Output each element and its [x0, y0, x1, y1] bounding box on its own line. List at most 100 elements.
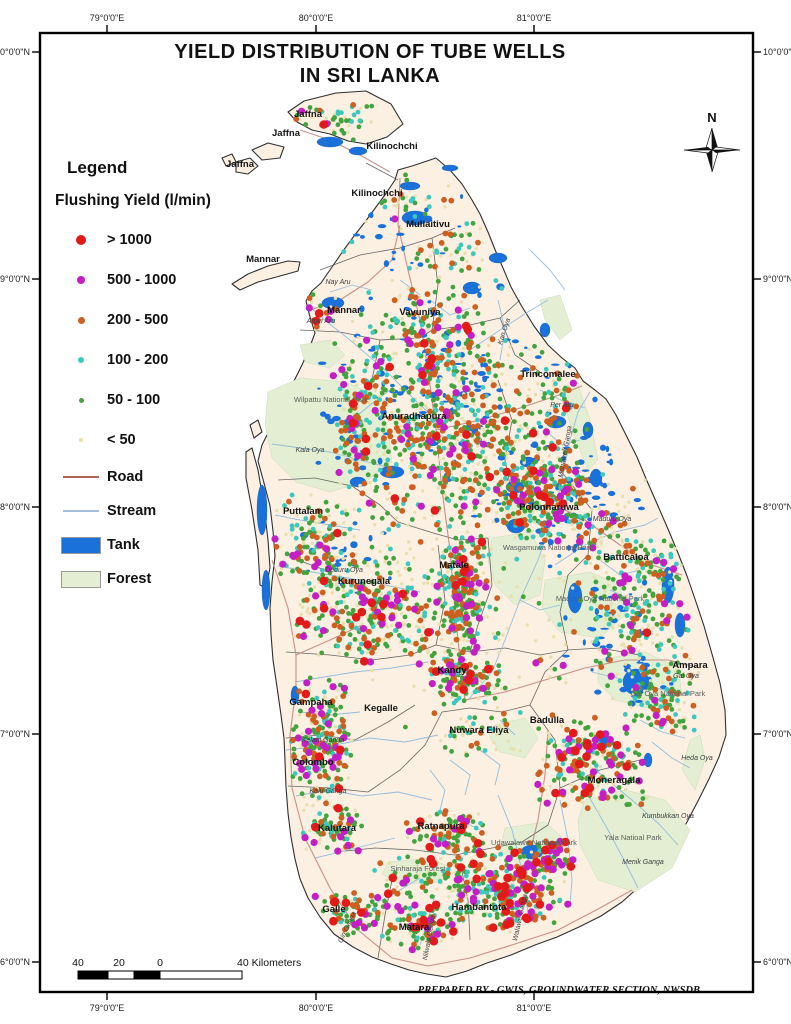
- compass-star-icon: [683, 127, 741, 173]
- svg-text:Matale: Matale: [439, 560, 469, 571]
- legend-swatch-dot: [55, 438, 107, 442]
- svg-text:Kala Oya: Kala Oya: [296, 447, 325, 454]
- legend-item: > 1000: [55, 220, 290, 260]
- svg-text:8°0'0"N: 8°0'0"N: [763, 502, 791, 512]
- legend-swatch-shape: [78, 397, 84, 403]
- legend-swatch-shape: [63, 476, 99, 478]
- svg-text:Kegalle: Kegalle: [364, 703, 398, 714]
- svg-text:79°0'0"E: 79°0'0"E: [90, 13, 125, 23]
- svg-text:0: 0: [157, 957, 163, 969]
- graticule-labels: 79°0'0"E 80°0'0"E 81°0'0"E 79°0'0"E 80°0'0"E…: [0, 13, 791, 1013]
- svg-text:Matara: Matara: [399, 922, 430, 933]
- svg-text:20: 20: [113, 957, 125, 969]
- legend-swatch-shape: [61, 570, 101, 588]
- svg-text:Deduru Oya: Deduru Oya: [325, 567, 363, 574]
- map-labels-layer: Wilpattu National Park Wasgamuwa National…: [226, 109, 713, 961]
- legend-item: Stream: [55, 494, 290, 528]
- legend-swatch-shape: [79, 438, 83, 442]
- svg-text:Menik Ganga: Menik Ganga: [622, 859, 664, 866]
- svg-text:Kelani Ganga: Kelani Ganga: [302, 737, 345, 744]
- svg-text:Jaffna: Jaffna: [226, 159, 255, 170]
- legend-swatch-dot: [55, 397, 107, 403]
- svg-text:Ratnapura: Ratnapura: [418, 821, 466, 832]
- svg-text:6°0'0"N: 6°0'0"N: [0, 957, 30, 967]
- svg-text:Jaffna: Jaffna: [272, 128, 301, 139]
- svg-text:Galle: Galle: [322, 904, 345, 915]
- scale-bar: 40 20 0 40 Kilometers: [72, 957, 301, 980]
- svg-text:80°0'0"E: 80°0'0"E: [299, 1003, 334, 1013]
- legend-item: 100 - 200: [55, 340, 290, 380]
- svg-text:Per Aru: Per Aru: [550, 402, 574, 409]
- legend-item: Road: [55, 460, 290, 494]
- legend-item-label: 500 - 1000: [107, 272, 177, 288]
- svg-text:Puttalam: Puttalam: [283, 506, 323, 517]
- legend-swatch-rect: [55, 536, 107, 554]
- svg-text:Anuradhapura: Anuradhapura: [382, 411, 448, 422]
- svg-text:7°0'0"N: 7°0'0"N: [763, 729, 791, 739]
- svg-text:Maduru Oya National Park: Maduru Oya National Park: [556, 594, 645, 603]
- legend-items: > 1000 500 - 1000 200 - 500 100 - 200 50 - 1…: [55, 220, 290, 596]
- svg-text:Udawalawe National Park: Udawalawe National Park: [491, 838, 577, 847]
- legend-item: Forest: [55, 562, 290, 596]
- legend-swatch-line: [55, 476, 107, 478]
- svg-text:Jaffna: Jaffna: [294, 109, 323, 120]
- svg-text:Polonnaruwa: Polonnaruwa: [519, 502, 579, 513]
- svg-text:Ampara: Ampara: [672, 660, 708, 671]
- legend-item-label: 100 - 200: [107, 352, 169, 368]
- legend-item-label: Stream: [107, 503, 157, 519]
- svg-text:79°0'0"E: 79°0'0"E: [90, 1003, 125, 1013]
- svg-text:Heda Oya: Heda Oya: [681, 755, 713, 762]
- svg-text:40: 40: [72, 957, 84, 969]
- legend-item: 500 - 1000: [55, 260, 290, 300]
- north-arrow-label: N: [707, 110, 716, 125]
- legend-swatch-shape: [63, 510, 99, 512]
- legend-swatch-shape: [77, 316, 85, 324]
- svg-text:Mullaitivu: Mullaitivu: [406, 219, 450, 230]
- legend-swatch-line: [55, 510, 107, 512]
- svg-text:Wilpattu National Park: Wilpattu National Park: [294, 395, 368, 404]
- attribution-text: PREPARED BY - GWIS, GROUNDWATER SECTION,…: [418, 985, 700, 996]
- legend-item-label: Tank: [107, 537, 140, 553]
- svg-text:10°0'0"N: 10°0'0"N: [0, 47, 30, 57]
- svg-text:Trincomalee: Trincomalee: [520, 369, 575, 380]
- legend-item: < 50: [55, 420, 290, 460]
- svg-text:Badulla: Badulla: [530, 715, 565, 726]
- svg-text:Vavuniya: Vavuniya: [399, 307, 441, 318]
- svg-text:Batticaloa: Batticaloa: [603, 552, 649, 563]
- map-title: YIELD DISTRIBUTION OF TUBE WELLS IN SRI …: [120, 40, 620, 88]
- road-layer: [271, 129, 701, 967]
- svg-text:Kumbukkan Oya: Kumbukkan Oya: [642, 813, 694, 820]
- svg-text:Sinharaja Forest: Sinharaja Forest: [390, 864, 446, 873]
- svg-text:7°0'0"N: 7°0'0"N: [0, 729, 30, 739]
- legend-item: 50 - 100: [55, 380, 290, 420]
- legend-item-label: 200 - 500: [107, 312, 169, 328]
- legend-item-label: 50 - 100: [107, 392, 161, 408]
- legend-item-label: > 1000: [107, 232, 152, 248]
- legend-swatch-dot: [55, 235, 107, 245]
- svg-text:Kilinochchi: Kilinochchi: [351, 188, 402, 199]
- svg-text:Aruvi Aru: Aruvi Aru: [306, 318, 336, 325]
- svg-text:8°0'0"N: 8°0'0"N: [0, 502, 30, 512]
- svg-text:Yala Natioal Park: Yala Natioal Park: [604, 833, 662, 842]
- well-dots-> 1000: [295, 120, 652, 946]
- north-arrow: N: [683, 110, 741, 173]
- legend-heading: Legend: [67, 158, 128, 177]
- svg-text:Mannar: Mannar: [246, 254, 280, 265]
- legend-swatch-shape: [78, 357, 84, 363]
- legend-swatch-shape: [77, 276, 85, 284]
- legend-swatch-shape: [76, 235, 86, 245]
- svg-text:Kalu Ganga: Kalu Ganga: [310, 788, 347, 795]
- svg-text:Maduru Oya: Maduru Oya: [593, 516, 632, 523]
- svg-text:40 Kilometers: 40 Kilometers: [237, 957, 301, 969]
- svg-text:80°0'0"E: 80°0'0"E: [299, 13, 334, 23]
- svg-text:Gal Oya: Gal Oya: [673, 673, 699, 680]
- well-dots-200 - 500: [273, 102, 697, 948]
- svg-text:Nay Aru: Nay Aru: [325, 279, 350, 286]
- legend-item: 200 - 500: [55, 300, 290, 340]
- svg-text:6°0'0"N: 6°0'0"N: [763, 957, 791, 967]
- svg-text:9°0'0"N: 9°0'0"N: [763, 274, 791, 284]
- svg-text:Kilinochchi: Kilinochchi: [366, 141, 417, 152]
- svg-text:Gampaha: Gampaha: [289, 697, 333, 708]
